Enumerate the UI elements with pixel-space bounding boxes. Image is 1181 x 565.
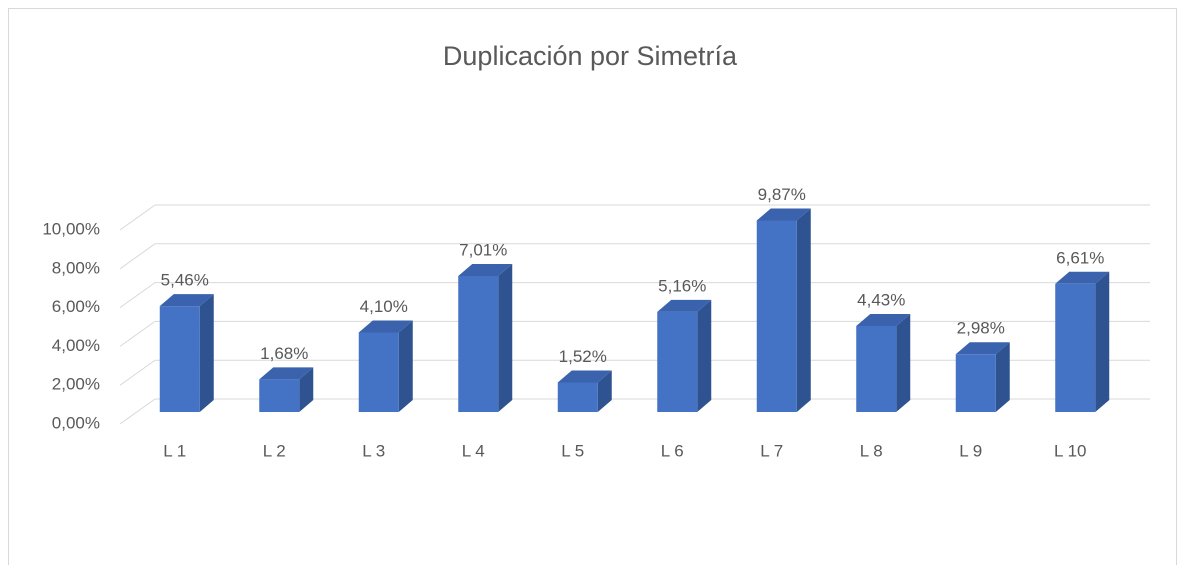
- x-tick-label: L 2: [263, 441, 286, 460]
- bar-side: [299, 367, 314, 412]
- bar-top: [159, 294, 214, 307]
- y-tick-label: 4,00%: [52, 336, 100, 355]
- data-label: 6,61%: [1056, 248, 1104, 267]
- grid-line: [119, 243, 1150, 270]
- data-label: 1,68%: [260, 344, 308, 363]
- bar: [955, 342, 1010, 412]
- bar-top: [259, 367, 314, 380]
- bar: [159, 294, 214, 412]
- grid-line: [119, 398, 1150, 425]
- chart-border: [8, 8, 1177, 565]
- data-label: 7,01%: [459, 240, 507, 259]
- bar-front: [159, 306, 200, 412]
- bar-top: [856, 314, 911, 327]
- bar-front: [856, 326, 897, 412]
- grid-line: [119, 282, 1150, 309]
- y-tick-label: 0,00%: [52, 413, 100, 432]
- bar-front: [259, 379, 300, 412]
- bar-front: [557, 382, 598, 412]
- grid-line: [119, 204, 1150, 231]
- bar: [756, 208, 811, 412]
- x-tick-label: L 9: [959, 441, 982, 460]
- bar: [856, 314, 911, 412]
- bar: [657, 299, 712, 412]
- bar-side: [199, 294, 214, 412]
- bar-top: [657, 299, 712, 312]
- bar-side: [1095, 271, 1110, 412]
- bar-front: [756, 220, 797, 412]
- bar: [358, 320, 413, 412]
- bar: [458, 264, 513, 412]
- data-label: 5,46%: [161, 271, 209, 290]
- bar-side: [796, 208, 811, 412]
- bar-front: [458, 276, 499, 412]
- y-tick-label: 10,00%: [42, 219, 100, 238]
- bar: [259, 367, 314, 412]
- bar-top: [358, 320, 413, 333]
- x-tick-label: L 4: [462, 441, 485, 460]
- x-tick-label: L 8: [860, 441, 883, 460]
- chart-title: Duplicación por Simetría: [443, 41, 738, 71]
- bar-side: [995, 342, 1010, 412]
- x-tick-label: L 7: [760, 441, 783, 460]
- bar-front: [358, 332, 399, 412]
- bar-front: [657, 311, 698, 412]
- bar-side: [896, 314, 911, 412]
- data-label: 4,43%: [857, 291, 905, 310]
- x-tick-label: L 5: [561, 441, 584, 460]
- bar-top: [955, 342, 1010, 355]
- y-tick-label: 2,00%: [52, 375, 100, 394]
- data-label: 5,16%: [658, 276, 706, 295]
- x-tick-label: L 3: [362, 441, 385, 460]
- bar-top: [1055, 271, 1110, 284]
- bar-front: [955, 354, 996, 412]
- x-tick-label: L 6: [661, 441, 684, 460]
- bar: [1055, 271, 1110, 412]
- x-tick-label: L 1: [163, 441, 186, 460]
- bar-side: [597, 370, 612, 412]
- grid-line: [119, 359, 1150, 386]
- grid-line: [119, 320, 1150, 347]
- bar-side: [498, 264, 513, 412]
- bar-top: [557, 370, 612, 383]
- bar-front: [1055, 283, 1096, 412]
- x-tick-label: L 10: [1054, 441, 1086, 460]
- bar-side: [697, 299, 712, 412]
- data-label: 2,98%: [957, 319, 1005, 338]
- data-label: 1,52%: [559, 347, 607, 366]
- y-tick-label: 6,00%: [52, 297, 100, 316]
- bar-side: [398, 320, 413, 412]
- y-tick-label: 8,00%: [52, 258, 100, 277]
- bar-top: [756, 208, 811, 221]
- bar-top: [458, 264, 513, 277]
- data-label: 4,10%: [360, 297, 408, 316]
- data-label: 9,87%: [758, 185, 806, 204]
- bar: [557, 370, 612, 412]
